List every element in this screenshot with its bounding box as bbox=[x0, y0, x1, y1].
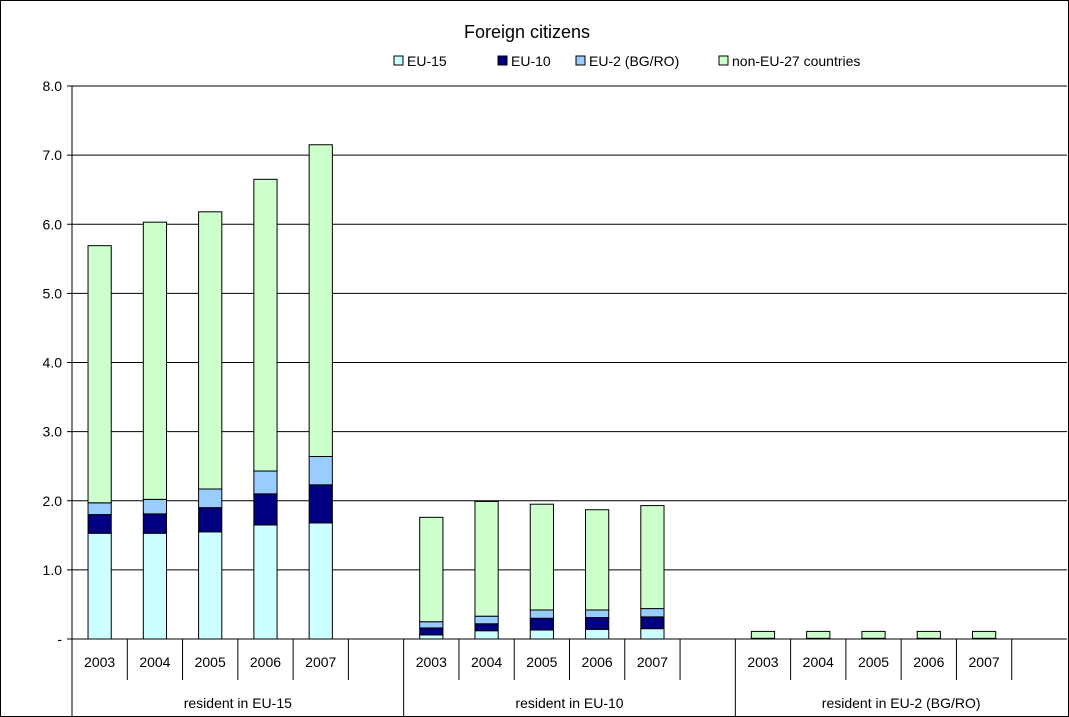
bar-segment-eu-15 bbox=[640, 628, 665, 640]
legend-label: EU-15 bbox=[407, 53, 447, 69]
legend-swatch-2 bbox=[575, 55, 586, 66]
y-tick-label: 2.0 bbox=[43, 493, 63, 509]
bar-segment-eu-10 bbox=[142, 513, 168, 534]
x-tick-label: 2007 bbox=[637, 654, 668, 670]
bar-segment-eu-15 bbox=[253, 524, 278, 640]
x-tick-label: 2006 bbox=[250, 654, 281, 670]
bar-segment-eu-15 bbox=[585, 628, 610, 640]
bar-segment-eu-2-bg-ro- bbox=[474, 615, 499, 625]
bar-segment-non-eu-27-countries bbox=[474, 500, 499, 617]
bar-segment-non-eu-27-countries bbox=[198, 211, 223, 490]
bar-segment-eu-10 bbox=[585, 617, 610, 630]
x-tick-label: 2005 bbox=[195, 654, 226, 670]
bar-segment-non-eu-27-countries bbox=[142, 221, 168, 500]
bar-segment-non-eu-27-countries bbox=[806, 630, 831, 639]
x-tick-label: 2006 bbox=[582, 654, 613, 670]
bar-segment-eu-15 bbox=[474, 630, 499, 640]
bar-segment-eu-10 bbox=[640, 616, 665, 630]
bar-segment-non-eu-27-countries bbox=[529, 503, 554, 611]
bar-segment-eu-15 bbox=[419, 634, 444, 640]
bar-segment-eu-15 bbox=[142, 532, 168, 640]
bar-segment-non-eu-27-countries bbox=[87, 245, 112, 504]
y-tick-label: 5.0 bbox=[43, 285, 63, 301]
bar-segment-eu-10 bbox=[308, 484, 333, 524]
bar-segment-eu-10 bbox=[253, 493, 278, 526]
legend-swatch-3 bbox=[718, 55, 729, 66]
bar-segment-eu-2-bg-ro- bbox=[308, 456, 333, 486]
x-tick-label: 2003 bbox=[416, 654, 447, 670]
y-tick-label: 6.0 bbox=[43, 216, 63, 232]
x-tick-label: 2004 bbox=[139, 654, 170, 670]
bar-segment-non-eu-27-countries bbox=[253, 178, 278, 472]
bar-segment-eu-10 bbox=[419, 627, 444, 636]
bar-segment-eu-15 bbox=[87, 532, 112, 640]
bar-segment-eu-2-bg-ro- bbox=[198, 488, 223, 509]
legend-label: EU-2 (BG/RO) bbox=[589, 53, 679, 69]
legend-swatch-0 bbox=[393, 55, 404, 66]
group-label: resident in EU-15 bbox=[184, 695, 292, 711]
y-tick-label: 4.0 bbox=[43, 355, 63, 371]
bar-segment-non-eu-27-countries bbox=[585, 509, 610, 611]
y-tick-label: 1.0 bbox=[43, 562, 63, 578]
bar-segment-eu-2-bg-ro- bbox=[87, 502, 112, 516]
x-tick-label: 2003 bbox=[84, 654, 115, 670]
x-tick-label: 2007 bbox=[305, 654, 336, 670]
x-tick-label: 2006 bbox=[913, 654, 944, 670]
x-tick-label: 2005 bbox=[526, 654, 557, 670]
y-tick-label: 7.0 bbox=[43, 147, 63, 163]
x-tick-label: 2004 bbox=[803, 654, 834, 670]
x-tick-label: 2003 bbox=[747, 654, 778, 670]
bar-segment-non-eu-27-countries bbox=[640, 505, 665, 610]
bar-segment-eu-2-bg-ro- bbox=[419, 621, 444, 629]
bar-segment-eu-2-bg-ro- bbox=[529, 609, 554, 619]
bar-segment-non-eu-27-countries bbox=[916, 630, 941, 639]
y-tick-label: - bbox=[57, 631, 62, 647]
bar-segment-eu-15 bbox=[198, 531, 223, 640]
bar-segment-eu-10 bbox=[474, 623, 499, 632]
bar-segment-eu-2-bg-ro- bbox=[142, 498, 168, 515]
bar-segment-eu-10 bbox=[198, 507, 223, 533]
bar-segment-non-eu-27-countries bbox=[750, 630, 776, 639]
bar-segment-non-eu-27-countries bbox=[308, 144, 333, 458]
x-tick-label: 2007 bbox=[969, 654, 1000, 670]
bar-segment-non-eu-27-countries bbox=[861, 630, 886, 639]
x-tick-label: 2005 bbox=[858, 654, 889, 670]
group-label: resident in EU-2 (BG/RO) bbox=[822, 695, 981, 711]
x-tick-label: 2004 bbox=[471, 654, 502, 670]
group-label: resident in EU-10 bbox=[515, 695, 623, 711]
y-tick-label: 3.0 bbox=[43, 424, 63, 440]
bar-segment-non-eu-27-countries bbox=[419, 516, 444, 623]
bar-segment-eu-10 bbox=[87, 514, 112, 534]
legend-label: EU-10 bbox=[511, 53, 551, 69]
bar-segment-eu-15 bbox=[308, 522, 333, 640]
bar-segment-eu-2-bg-ro- bbox=[640, 608, 665, 618]
bar-segment-non-eu-27-countries bbox=[971, 630, 997, 639]
bar-segment-eu-10 bbox=[529, 617, 554, 631]
chart-title: Foreign citizens bbox=[464, 22, 590, 42]
bar-segment-eu-2-bg-ro- bbox=[585, 609, 610, 619]
bar-segment-eu-15 bbox=[529, 629, 554, 640]
legend-swatch-1 bbox=[497, 55, 508, 66]
y-tick-label: 8.0 bbox=[43, 78, 63, 94]
legend-label: non-EU-27 countries bbox=[732, 53, 860, 69]
bar-segment-eu-2-bg-ro- bbox=[253, 470, 278, 495]
